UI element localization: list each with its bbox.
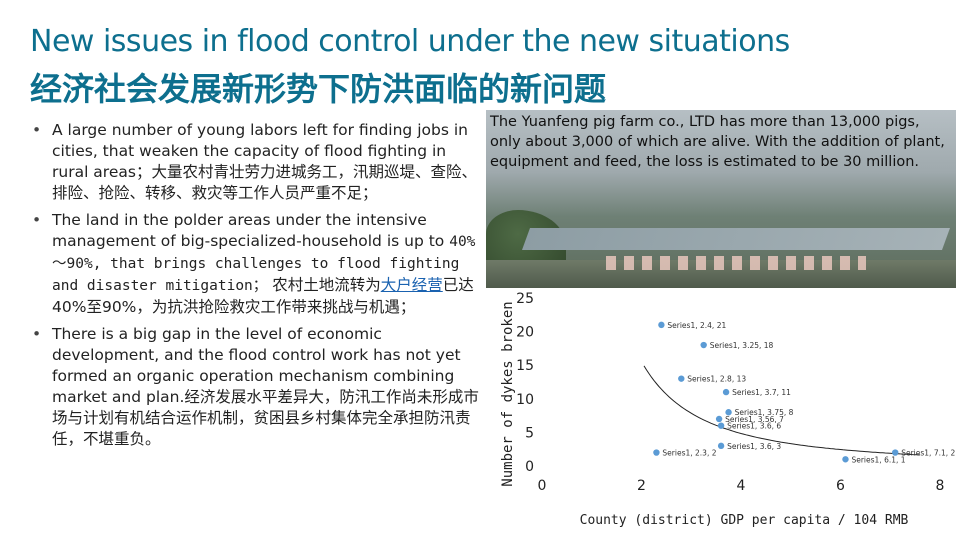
photo-pigs bbox=[606, 256, 866, 270]
photo-roof bbox=[521, 228, 951, 250]
flood-photo: The Yuanfeng pig farm co., LTD has more … bbox=[486, 110, 956, 288]
data-label: Series1, 3.6, 6 bbox=[727, 422, 781, 431]
data-point bbox=[725, 409, 732, 416]
y-axis-label: Number of dykes broken bbox=[500, 301, 516, 486]
data-label: Series1, 3.6, 3 bbox=[727, 442, 781, 451]
bullet-gap-en: There is a big gap in the level of econo… bbox=[52, 325, 461, 406]
bullet-gap: There is a big gap in the level of econo… bbox=[30, 324, 480, 450]
bullet-labor-zh: 大量农村青壮劳力进城务工，汛期巡堤、查险、排险、抢险、转移、救灾等工作人员严重不… bbox=[52, 163, 477, 202]
data-label: Series1, 3.56, 7 bbox=[725, 415, 784, 424]
data-point bbox=[842, 456, 849, 463]
x-tick-label: 0 bbox=[538, 478, 547, 494]
y-tick-label: 15 bbox=[516, 358, 534, 374]
y-tick-label: 5 bbox=[525, 425, 534, 441]
x-axis-label: County (district) GDP per capita / 104 R… bbox=[580, 513, 909, 528]
data-label: Series1, 2.3, 2 bbox=[662, 449, 716, 458]
x-tick-label: 8 bbox=[936, 478, 945, 494]
y-tick-label: 20 bbox=[516, 325, 534, 341]
trend-line bbox=[643, 365, 921, 456]
x-tick-label: 2 bbox=[637, 478, 646, 494]
data-point bbox=[717, 442, 725, 450]
data-label: Series1, 6.1, 1 bbox=[851, 455, 905, 464]
bullet-land: The land in the polder areas under the i… bbox=[30, 210, 480, 318]
bullet-land-zh-b: 已达40%至90%，为抗洪抢险救灾工作带来挑战与机遇； bbox=[52, 276, 474, 316]
data-point bbox=[715, 415, 723, 423]
x-tick-label: 6 bbox=[836, 478, 845, 494]
y-tick-label: 10 bbox=[516, 392, 534, 408]
data-label: Series1, 3.7, 11 bbox=[732, 388, 791, 397]
y-tick-label: 0 bbox=[525, 459, 534, 475]
slide-title-zh: 经济社会发展新形势下防洪面临的新问题 bbox=[30, 70, 607, 108]
bullet-land-link[interactable]: 大户经营 bbox=[380, 276, 443, 294]
y-tick-label: 25 bbox=[516, 291, 534, 307]
data-point bbox=[717, 422, 725, 429]
bullet-labor: A large number of young labors left for … bbox=[30, 120, 480, 204]
data-point bbox=[700, 341, 707, 349]
data-label: Series1, 7.1, 2 bbox=[901, 449, 955, 458]
x-tick-label: 4 bbox=[737, 478, 746, 494]
data-label: Series1, 2.8, 13 bbox=[687, 375, 746, 384]
slide-title-en: New issues in flood control under the ne… bbox=[30, 24, 790, 59]
data-point bbox=[678, 375, 685, 382]
bullet-land-en-b: 40%～90%, that brings challenges to flood… bbox=[52, 234, 476, 294]
bullet-labor-en: A large number of young labors left for … bbox=[52, 121, 468, 181]
bullet-gap-zh: 经济发展水平差异大，防汛工作尚未形成市场与计划有机结合运作机制，贫困县乡村集体完… bbox=[52, 388, 479, 448]
photo-caption: The Yuanfeng pig farm co., LTD has more … bbox=[490, 114, 945, 170]
data-label: Series1, 3.75, 8 bbox=[735, 408, 794, 417]
bullet-land-zh-a: 农村土地流转为 bbox=[272, 276, 381, 294]
scatter-chart: Number of dykes broken County (district) … bbox=[500, 291, 956, 528]
data-point bbox=[653, 449, 660, 456]
data-label: Series1, 2.4, 21 bbox=[667, 321, 726, 330]
bullet-land-en-a: The land in the polder areas under the i… bbox=[52, 211, 445, 250]
data-point bbox=[892, 449, 899, 456]
data-point bbox=[658, 321, 665, 329]
bullet-list: A large number of young labors left for … bbox=[30, 120, 480, 456]
data-label: Series1, 3.25, 18 bbox=[710, 341, 774, 350]
data-point bbox=[722, 388, 730, 396]
